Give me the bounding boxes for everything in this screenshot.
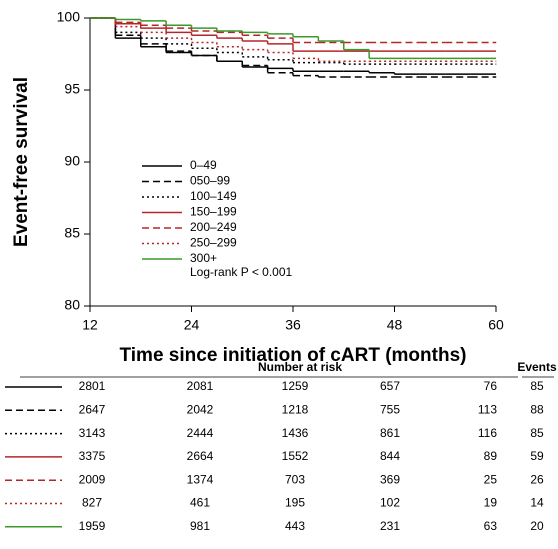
table-cell: 2444 — [187, 426, 214, 440]
table-events: 59 — [530, 449, 544, 463]
legend-label: 300+ — [190, 251, 217, 265]
table-cell: 2801 — [79, 379, 106, 393]
table-cell: 3143 — [79, 426, 106, 440]
table-cell: 861 — [380, 426, 400, 440]
table-cell: 1436 — [282, 426, 309, 440]
table-cell: 1259 — [282, 379, 309, 393]
table-cell: 63 — [484, 519, 498, 533]
table-cell: 981 — [190, 519, 210, 533]
table-cell: 369 — [380, 472, 400, 486]
table-cell: 2042 — [187, 402, 214, 416]
table-cell: 2647 — [79, 402, 106, 416]
table-title: Number at risk — [258, 360, 342, 374]
x-tick-label: 24 — [184, 317, 200, 333]
table-cell: 844 — [380, 449, 400, 463]
table-cell: 19 — [484, 496, 498, 510]
annotation: Log-rank P < 0.001 — [190, 265, 293, 279]
table-events: 85 — [530, 379, 544, 393]
legend-label: 0–49 — [190, 158, 217, 172]
table-cell: 195 — [285, 496, 305, 510]
table-cell: 2664 — [187, 449, 214, 463]
table-events: 85 — [530, 426, 544, 440]
table-events: 14 — [530, 496, 544, 510]
table-cell: 1218 — [282, 402, 309, 416]
x-tick-label: 48 — [387, 317, 403, 333]
table-cell: 827 — [82, 496, 102, 510]
legend-label: 050–99 — [190, 174, 230, 188]
table-cell: 657 — [380, 379, 400, 393]
y-tick-label: 90 — [64, 153, 80, 169]
x-tick-label: 36 — [285, 317, 301, 333]
x-tick-label: 60 — [488, 317, 504, 333]
table-cell: 2081 — [187, 379, 214, 393]
table-cell: 1374 — [187, 472, 214, 486]
table-cell: 443 — [285, 519, 305, 533]
y-axis-label: Event-free survival — [11, 77, 32, 247]
table-cell: 755 — [380, 402, 400, 416]
table-cell: 89 — [484, 449, 498, 463]
table-cell: 1959 — [79, 519, 106, 533]
table-cell: 116 — [478, 426, 497, 440]
y-tick-label: 85 — [64, 225, 80, 241]
table-events: 20 — [530, 519, 544, 533]
table-cell: 231 — [380, 519, 400, 533]
legend-label: 100–149 — [190, 189, 237, 203]
x-tick-label: 12 — [82, 317, 98, 333]
table-cell: 2009 — [79, 472, 106, 486]
table-cell: 3375 — [79, 449, 106, 463]
y-tick-label: 95 — [64, 81, 80, 97]
table-cell: 461 — [190, 496, 210, 510]
table-cell: 102 — [380, 496, 400, 510]
x-axis-label: Time since initiation of cART (months) — [120, 345, 467, 366]
table-events: 26 — [530, 472, 544, 486]
table-cell: 113 — [478, 402, 497, 416]
table-cell: 76 — [484, 379, 498, 393]
table-cell: 1552 — [282, 449, 309, 463]
y-tick-label: 80 — [64, 297, 80, 313]
y-tick-label: 100 — [57, 9, 81, 25]
table-events: 88 — [530, 402, 544, 416]
legend-label: 250–299 — [190, 236, 237, 250]
table-cell: 703 — [285, 472, 305, 486]
table-cell: 25 — [484, 472, 498, 486]
legend-label: 150–199 — [190, 205, 237, 219]
legend-label: 200–249 — [190, 220, 237, 234]
table-events-title: Events — [517, 360, 557, 374]
